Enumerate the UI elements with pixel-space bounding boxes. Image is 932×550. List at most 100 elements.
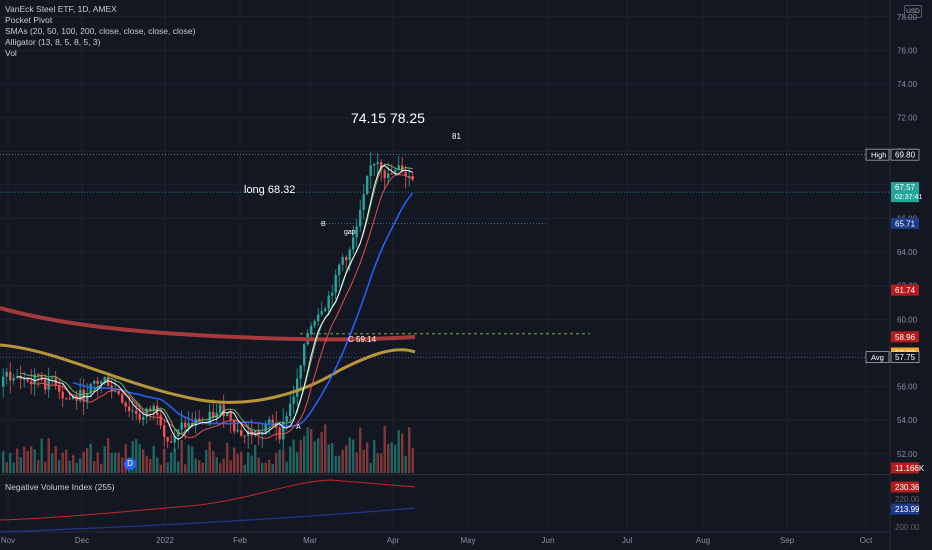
volume-bar-50 xyxy=(177,461,180,473)
candle-body-14 xyxy=(51,377,54,379)
volume-bar-112 xyxy=(394,444,397,473)
pane-separator[interactable] xyxy=(0,474,890,475)
price-label-bg-0 xyxy=(890,148,920,161)
candle-body-100 xyxy=(352,237,355,250)
volume-bar-12 xyxy=(44,461,47,473)
candle-body-23 xyxy=(82,389,85,402)
volume-bar-56 xyxy=(198,460,201,473)
price-label-8[interactable]: 11.166K xyxy=(891,462,925,474)
volume-bar-58 xyxy=(205,449,208,473)
volume-bar-111 xyxy=(390,442,393,473)
candle-body-74 xyxy=(261,432,264,435)
volume-bar-3 xyxy=(12,462,15,473)
price-label-0[interactable]: 69.80 High xyxy=(865,148,920,161)
price-tick-11: 56.00 xyxy=(897,383,918,392)
volume-bar-18 xyxy=(65,449,68,473)
volume-bar-104 xyxy=(366,442,369,473)
volume-bar-115 xyxy=(404,456,407,473)
candle-body-35 xyxy=(124,402,127,407)
candle-body-38 xyxy=(135,410,138,414)
price-label-2[interactable]: 67.57 02:37:41 xyxy=(891,182,922,203)
label-c: C 59.14 xyxy=(348,335,377,344)
dividend-marker-icon[interactable]: D xyxy=(124,458,136,470)
candle-body-46 xyxy=(163,425,166,438)
candle-body-19 xyxy=(68,398,71,400)
candle-body-107 xyxy=(376,162,379,164)
candle-body-29 xyxy=(103,376,106,382)
candle-body-48 xyxy=(170,441,173,443)
candle-body-67 xyxy=(236,429,239,432)
candle-body-95 xyxy=(334,274,337,293)
candle-body-106 xyxy=(373,163,376,166)
label-a: A xyxy=(296,424,301,431)
candle-body-59 xyxy=(208,411,211,424)
legend-pocket-pivot[interactable]: Pocket Pivot xyxy=(5,15,53,25)
candle-body-90 xyxy=(317,314,320,322)
nvi-label-value-0: 230.36 xyxy=(895,483,920,492)
price-label-bg-4 xyxy=(891,284,919,296)
volume-bar-64 xyxy=(226,442,229,473)
sma200-line xyxy=(0,306,416,342)
price-tick-7: 64.00 xyxy=(897,248,918,257)
price-label-7[interactable]: 57.75 Avg xyxy=(865,351,920,363)
price-label-value-3: 65.71 xyxy=(895,219,916,228)
nvi-label-0: 230.36 xyxy=(891,481,920,493)
volume-bar-19 xyxy=(68,460,71,473)
candle-body-88 xyxy=(310,325,313,335)
candle-body-28 xyxy=(100,381,103,384)
volume-bar-29 xyxy=(103,445,106,473)
symbol-title[interactable]: VanEck Steel ETF, 1D, AMEX xyxy=(5,4,117,14)
candle-body-47 xyxy=(166,437,169,442)
volume-bar-75 xyxy=(264,462,267,473)
legend-volume[interactable]: Vol xyxy=(5,48,17,58)
volume-bar-25 xyxy=(89,443,92,473)
price-label-4[interactable]: 61.74 xyxy=(891,284,919,296)
volume-bar-78 xyxy=(275,452,278,473)
candle-body-113 xyxy=(397,165,400,171)
volume-bar-103 xyxy=(362,449,365,473)
volume-bar-107 xyxy=(376,453,379,473)
volume-bar-76 xyxy=(268,459,271,473)
candle-body-10 xyxy=(37,374,40,376)
volume-bar-31 xyxy=(110,452,113,473)
volume-bar-11 xyxy=(40,438,43,473)
candle-body-12 xyxy=(44,379,47,390)
volume-bar-47 xyxy=(166,462,169,473)
nvi-legend[interactable]: Negative Volume Index (255) xyxy=(5,482,115,492)
volume-bar-80 xyxy=(282,450,285,473)
volume-bar-6 xyxy=(23,446,26,473)
volume-bar-87 xyxy=(306,427,309,473)
volume-bar-7 xyxy=(26,451,29,473)
legend-smas[interactable]: SMAs (20, 50, 100, 200, close, close, cl… xyxy=(5,26,196,36)
candle-body-2 xyxy=(9,371,12,381)
candle-body-32 xyxy=(114,390,117,392)
alligator-lips-line xyxy=(20,163,413,435)
label-gap: gap xyxy=(344,229,356,236)
candles xyxy=(2,152,414,453)
price-tick-13: 52.00 xyxy=(897,450,918,459)
price-label-bg-8 xyxy=(891,462,919,474)
nvi-line xyxy=(0,479,416,521)
volume-bar-28 xyxy=(100,463,103,473)
volume-bar-94 xyxy=(331,443,334,473)
volume-bar-63 xyxy=(222,458,225,473)
volume-bar-49 xyxy=(173,448,176,473)
candle-body-86 xyxy=(303,344,306,366)
price-label-3[interactable]: 65.71 xyxy=(891,217,919,229)
candle-body-111 xyxy=(390,173,393,175)
nvi-label-value-1: 220.00 xyxy=(895,495,920,504)
volume-bar-73 xyxy=(257,457,260,473)
legend-alligator[interactable]: Alligator (13, 8, 5, 8, 5, 3) xyxy=(5,37,101,47)
volume-bar-62 xyxy=(219,463,222,473)
price-label-value-5: 58.96 xyxy=(895,333,916,342)
volume-bar-72 xyxy=(254,444,257,473)
candle-body-37 xyxy=(131,410,134,412)
volume-bar-91 xyxy=(320,432,323,473)
currency-badge[interactable]: USD xyxy=(904,5,922,18)
volume-bar-23 xyxy=(82,451,85,473)
annotation-81: 81 xyxy=(452,132,461,141)
price-label-5[interactable]: 58.96 xyxy=(891,331,919,343)
volume-bar-43 xyxy=(152,445,155,473)
candle-body-66 xyxy=(233,419,236,432)
